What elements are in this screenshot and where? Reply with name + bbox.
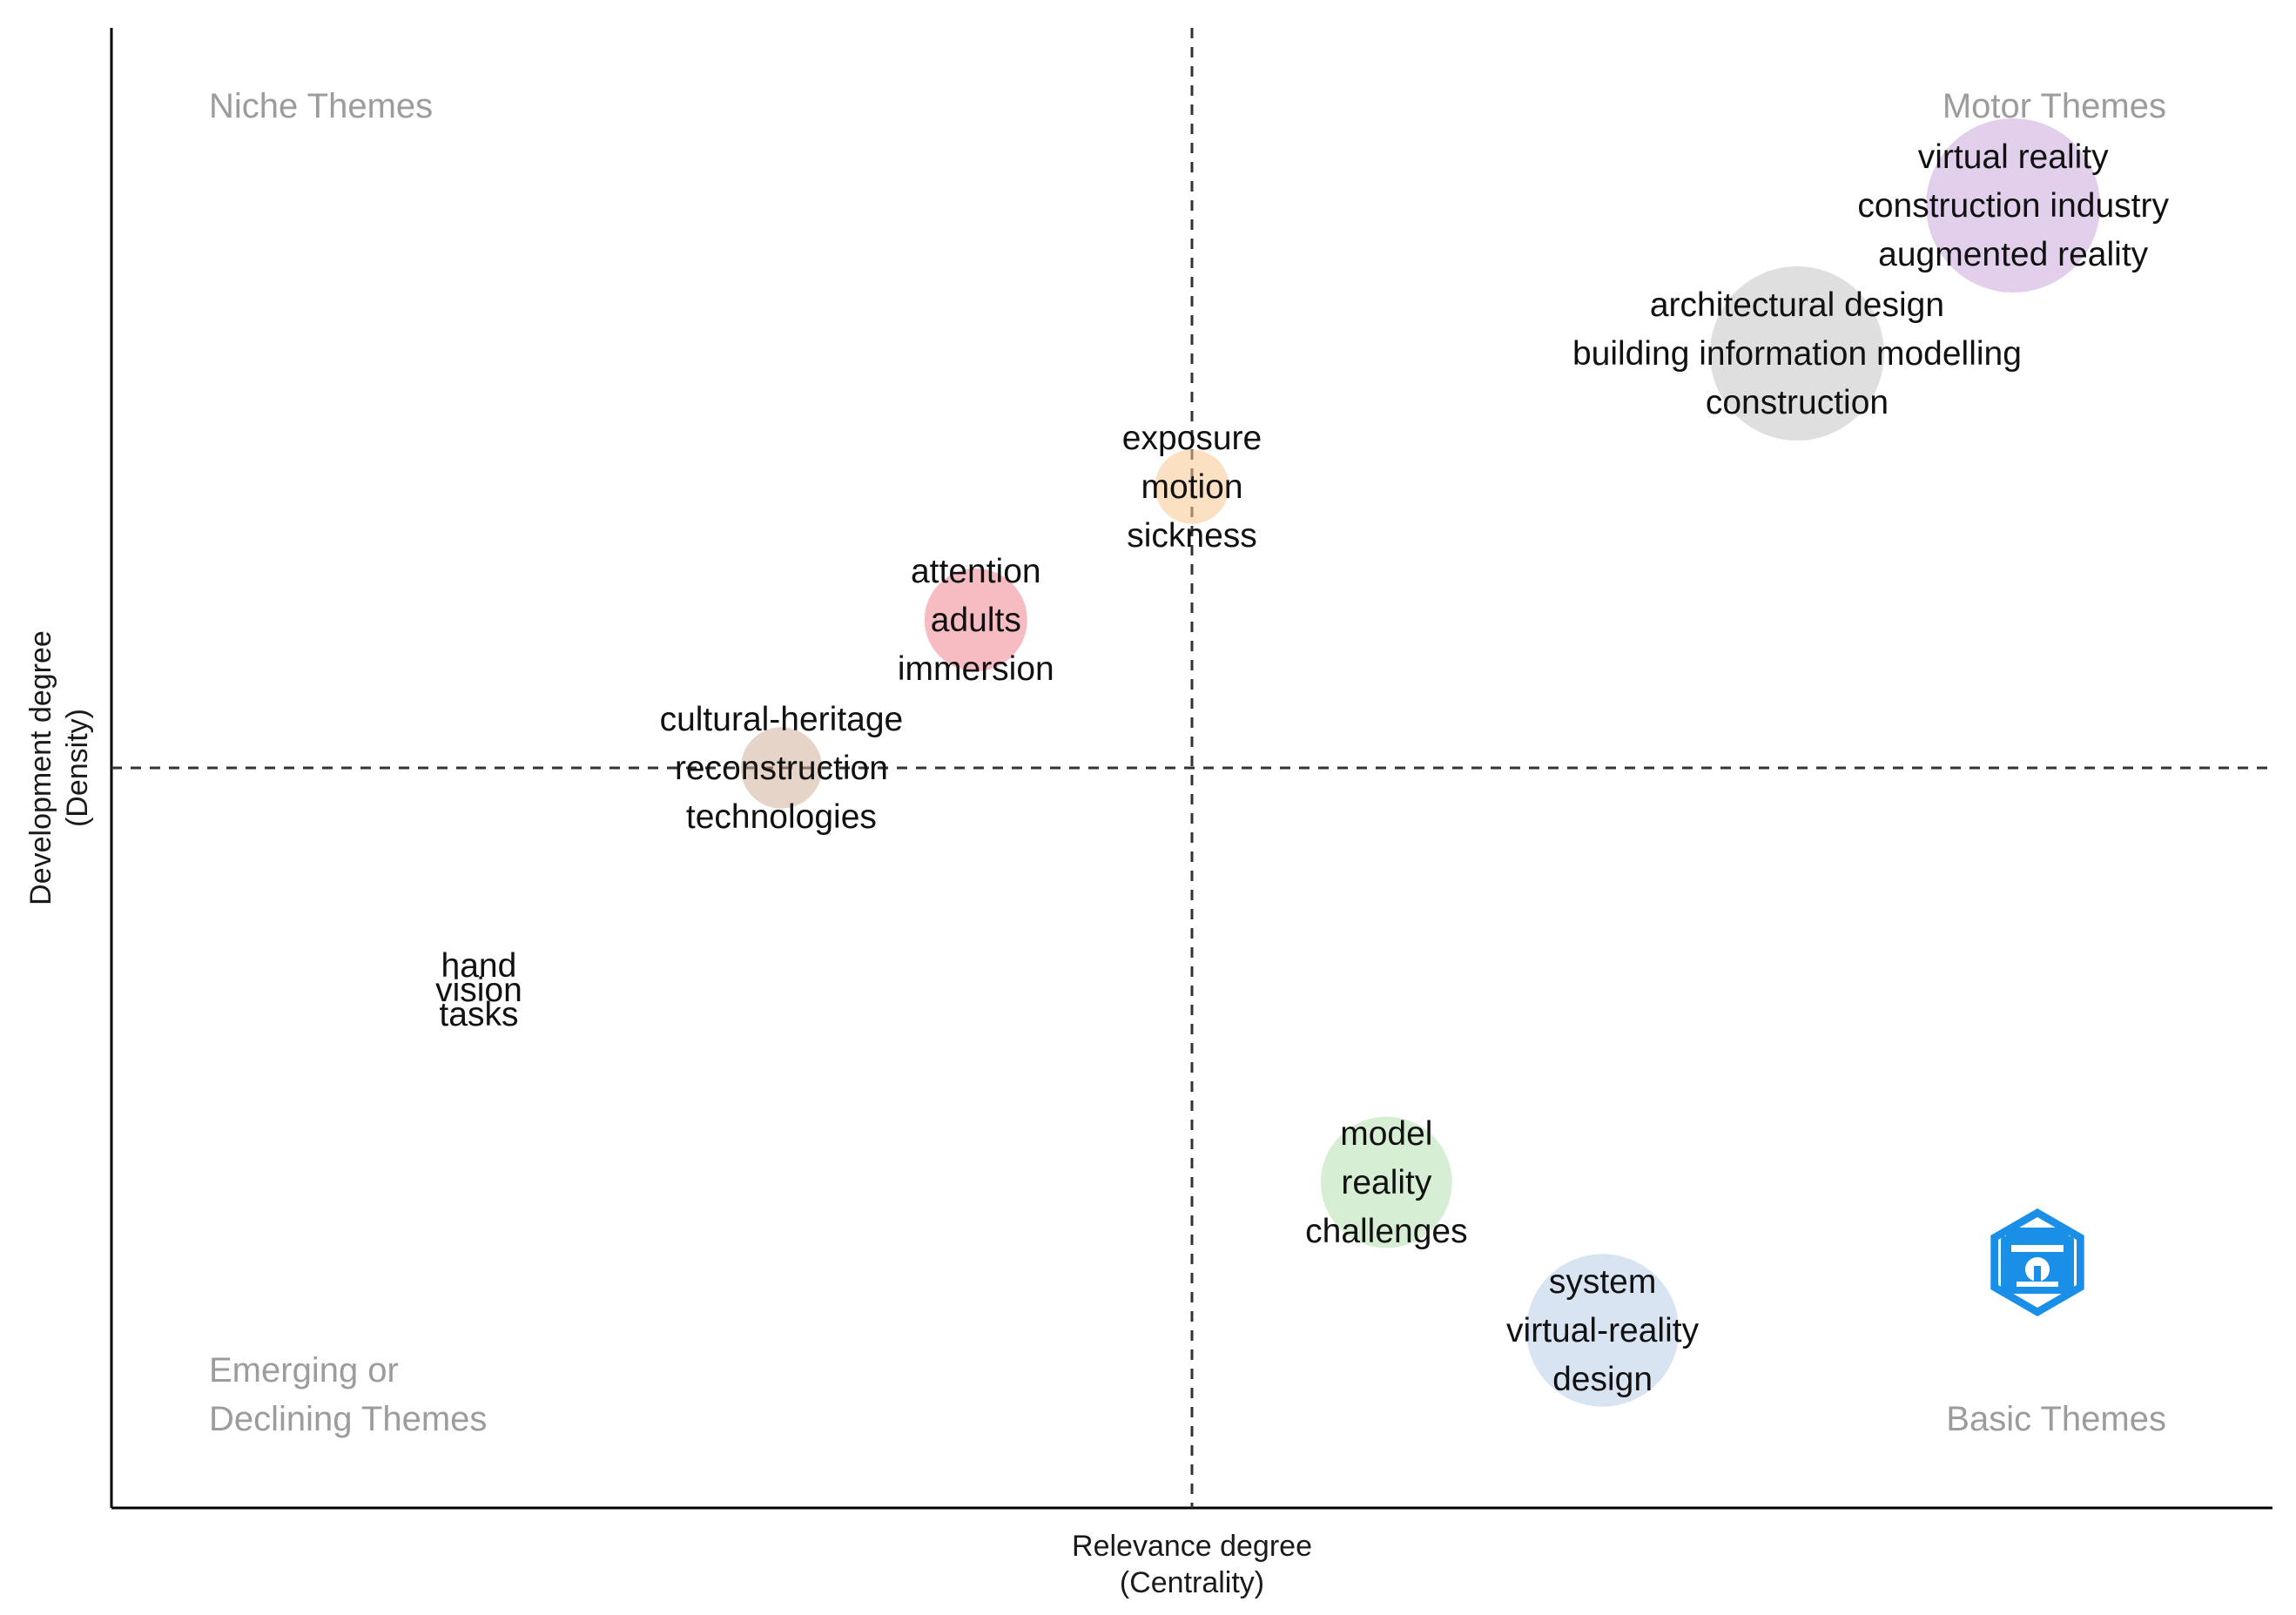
quadrant-label-bottom-left: Emerging or: [209, 1351, 399, 1390]
cluster-term-label: virtual-reality: [1506, 1312, 1700, 1349]
x-axis-title: Relevance degree: [1072, 1530, 1312, 1563]
cluster-term-label: exposure: [1122, 420, 1262, 457]
quadrant-label-bottom-right: Basic Themes: [1946, 1400, 2166, 1438]
cluster-term-label: challenges: [1305, 1213, 1467, 1250]
x-axis-title: (Centrality): [1120, 1566, 1264, 1599]
cluster-term-label: building information modelling: [1572, 335, 2022, 373]
cluster-term-label: architectural design: [1650, 286, 1944, 324]
cluster-term-label: cultural-heritage: [660, 701, 904, 738]
cluster-term-label: vision: [435, 972, 522, 1009]
cluster-term-label: virtual reality: [1918, 138, 2109, 176]
cluster-term-label: technologies: [686, 798, 877, 836]
cluster-bubble: [1525, 1254, 1680, 1407]
cluster-bubble: [740, 727, 823, 809]
cluster-term-label: attention: [911, 553, 1041, 590]
cluster-term-label: construction industry: [1857, 187, 2169, 225]
cluster-term-label: design: [1552, 1361, 1653, 1398]
cluster-bubble: [1320, 1116, 1452, 1248]
cluster-term-label: motion: [1141, 468, 1242, 506]
cluster-term-label: hand: [441, 947, 517, 985]
cluster-term-label: tasks: [439, 996, 518, 1033]
cluster-term-label: model: [1340, 1115, 1432, 1153]
y-axis-title: (Density): [61, 709, 94, 827]
quadrant-label-bottom-left: Declining Themes: [209, 1400, 487, 1438]
cluster-term-label: augmented reality: [1878, 236, 2149, 273]
cluster-term-label: sickness: [1127, 517, 1257, 555]
cluster-term-label: system: [1549, 1263, 1657, 1301]
cluster-term-label: construction: [1706, 384, 1889, 421]
cluster-bubble: [1155, 449, 1229, 524]
cluster-bubble: [924, 569, 1027, 671]
quadrant-label-top-right: Motor Themes: [1943, 87, 2166, 125]
hexagonal-logo-icon: [1990, 1208, 2084, 1316]
cluster-bubble: [1709, 266, 1884, 441]
quadrant-label-top-left: Niche Themes: [209, 87, 433, 125]
cluster-term-label: adults: [931, 602, 1021, 639]
y-axis-title: Development degree: [24, 630, 57, 905]
cluster-term-label: reality: [1341, 1164, 1432, 1201]
cluster-term-label: immersion: [898, 650, 1054, 688]
cluster-term-label: reconstruction: [675, 750, 888, 787]
cluster-bubble: [1926, 118, 2101, 293]
